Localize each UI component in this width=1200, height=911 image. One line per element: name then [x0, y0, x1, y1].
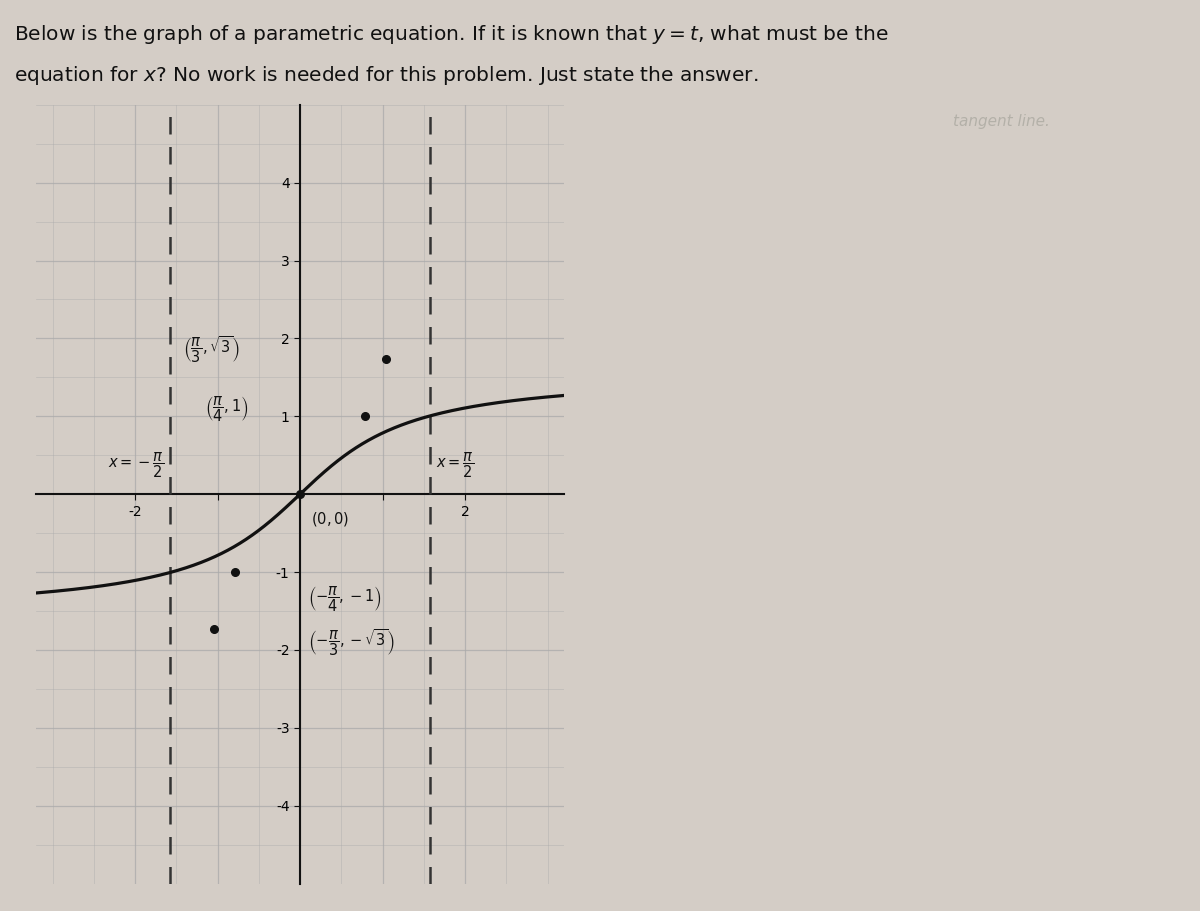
Text: tangent line.: tangent line.: [953, 114, 1050, 128]
Text: $\left(-\dfrac{\pi}{3},-\sqrt{3}\right)$: $\left(-\dfrac{\pi}{3},-\sqrt{3}\right)$: [308, 628, 395, 658]
Text: $\left(-\dfrac{\pi}{4},-1\right)$: $\left(-\dfrac{\pi}{4},-1\right)$: [308, 584, 382, 613]
Text: $x=-\dfrac{\pi}{2}$: $x=-\dfrac{\pi}{2}$: [108, 451, 164, 480]
Text: Below is the graph of a parametric equation. If it is known that $y=t$, what mus: Below is the graph of a parametric equat…: [14, 23, 889, 46]
Text: $(0,0)$: $(0,0)$: [311, 510, 349, 528]
Text: $\left(\dfrac{\pi}{3},\sqrt{3}\right)$: $\left(\dfrac{\pi}{3},\sqrt{3}\right)$: [182, 334, 240, 365]
Text: equation for $x$? No work is needed for this problem. Just state the answer.: equation for $x$? No work is needed for …: [14, 64, 758, 87]
Text: $x=\dfrac{\pi}{2}$: $x=\dfrac{\pi}{2}$: [436, 451, 474, 480]
Text: $\left(\dfrac{\pi}{4},1\right)$: $\left(\dfrac{\pi}{4},1\right)$: [205, 394, 248, 425]
